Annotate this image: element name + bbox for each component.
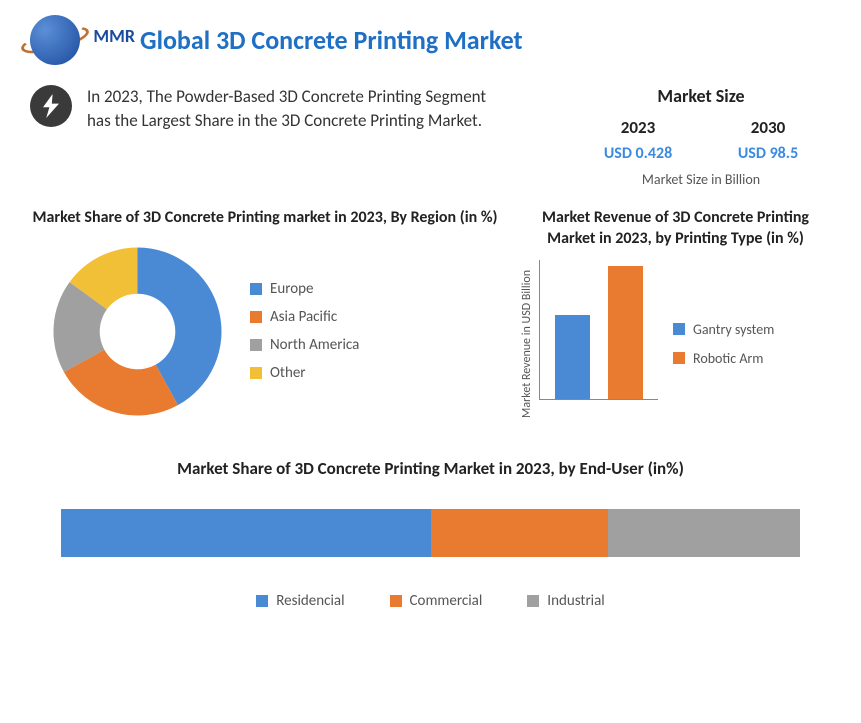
market-size-years: 2023 USD 0.428 2030 USD 98.5 — [571, 117, 831, 163]
stacked-seg-residencial — [61, 509, 431, 557]
bar-chart-bars — [539, 260, 658, 400]
market-size-panel: Market Size 2023 USD 0.428 2030 USD 98.5… — [571, 85, 831, 188]
insight-box: In 2023, The Powder-Based 3D Concrete Pr… — [30, 85, 571, 188]
insight-text: In 2023, The Powder-Based 3D Concrete Pr… — [87, 85, 507, 133]
legend-label: Residencial — [276, 592, 344, 610]
stacked-chart-title: Market Share of 3D Concrete Printing Mar… — [30, 458, 831, 479]
legend-label: Gantry system — [693, 321, 774, 338]
market-size-unit: Market Size in Billion — [571, 171, 831, 188]
legend-label: Asia Pacific — [270, 308, 337, 326]
donut-chart-title: Market Share of 3D Concrete Printing mar… — [30, 208, 500, 229]
bar-chart-area: Market Revenue in USD Billion Gantry sys… — [520, 260, 831, 428]
stacked-seg-commercial — [431, 509, 609, 557]
legend-label: North America — [270, 336, 359, 354]
stacked-legend: Residencial Commercial Industrial — [30, 592, 831, 610]
logo-text: MMR — [93, 25, 135, 47]
swatch-icon — [673, 352, 685, 364]
bar-robotic-arm — [608, 266, 643, 399]
legend-item-other: Other — [250, 364, 359, 382]
swatch-icon — [250, 283, 262, 295]
bottom-row: Market Share of 3D Concrete Printing Mar… — [30, 458, 831, 610]
swatch-icon — [256, 595, 268, 607]
bar-legend: Gantry system Robotic Arm — [673, 260, 774, 428]
bar-gantry-system — [555, 315, 590, 399]
legend-label: Europe — [270, 280, 313, 298]
legend-item-europe: Europe — [250, 280, 359, 298]
legend-item-north-america: North America — [250, 336, 359, 354]
swatch-icon — [390, 595, 402, 607]
mmr-logo: MMR — [30, 15, 120, 65]
market-size-year-2023: 2023 USD 0.428 — [604, 117, 672, 163]
swatch-icon — [673, 323, 685, 335]
top-row: In 2023, The Powder-Based 3D Concrete Pr… — [30, 85, 831, 188]
stacked-seg-industrial — [608, 509, 800, 557]
year-label: 2030 — [738, 117, 798, 138]
stacked-bar-chart — [61, 509, 801, 557]
year-label: 2023 — [604, 117, 672, 138]
donut-chart — [50, 244, 225, 419]
swatch-icon — [527, 595, 539, 607]
page-title: Global 3D Concrete Printing Market — [140, 24, 523, 56]
header: MMR Global 3D Concrete Printing Market — [30, 10, 831, 70]
legend-item-commercial: Commercial — [390, 592, 483, 610]
bar-chart-block: Market Revenue of 3D Concrete Printing M… — [520, 208, 831, 428]
swatch-icon — [250, 311, 262, 323]
bolt-icon — [30, 85, 72, 127]
donut-chart-area: Europe Asia Pacific North America Other — [30, 244, 500, 419]
legend-label: Industrial — [547, 592, 604, 610]
market-size-title: Market Size — [571, 85, 831, 107]
legend-item-gantry-system: Gantry system — [673, 321, 774, 338]
legend-item-industrial: Industrial — [527, 592, 604, 610]
year-value: USD 98.5 — [738, 144, 798, 163]
swatch-icon — [250, 367, 262, 379]
legend-label: Other — [270, 364, 306, 382]
bar-y-axis-label: Market Revenue in USD Billion — [520, 260, 534, 428]
market-size-year-2030: 2030 USD 98.5 — [738, 117, 798, 163]
legend-item-residencial: Residencial — [256, 592, 344, 610]
legend-label: Robotic Arm — [693, 350, 764, 367]
legend-item-robotic-arm: Robotic Arm — [673, 350, 774, 367]
year-value: USD 0.428 — [604, 144, 672, 163]
legend-item-asia-pacific: Asia Pacific — [250, 308, 359, 326]
swatch-icon — [250, 339, 262, 351]
bar-chart-title: Market Revenue of 3D Concrete Printing M… — [520, 208, 831, 250]
donut-chart-block: Market Share of 3D Concrete Printing mar… — [30, 208, 500, 428]
donut-legend: Europe Asia Pacific North America Other — [250, 280, 359, 382]
middle-row: Market Share of 3D Concrete Printing mar… — [30, 208, 831, 428]
legend-label: Commercial — [410, 592, 483, 610]
